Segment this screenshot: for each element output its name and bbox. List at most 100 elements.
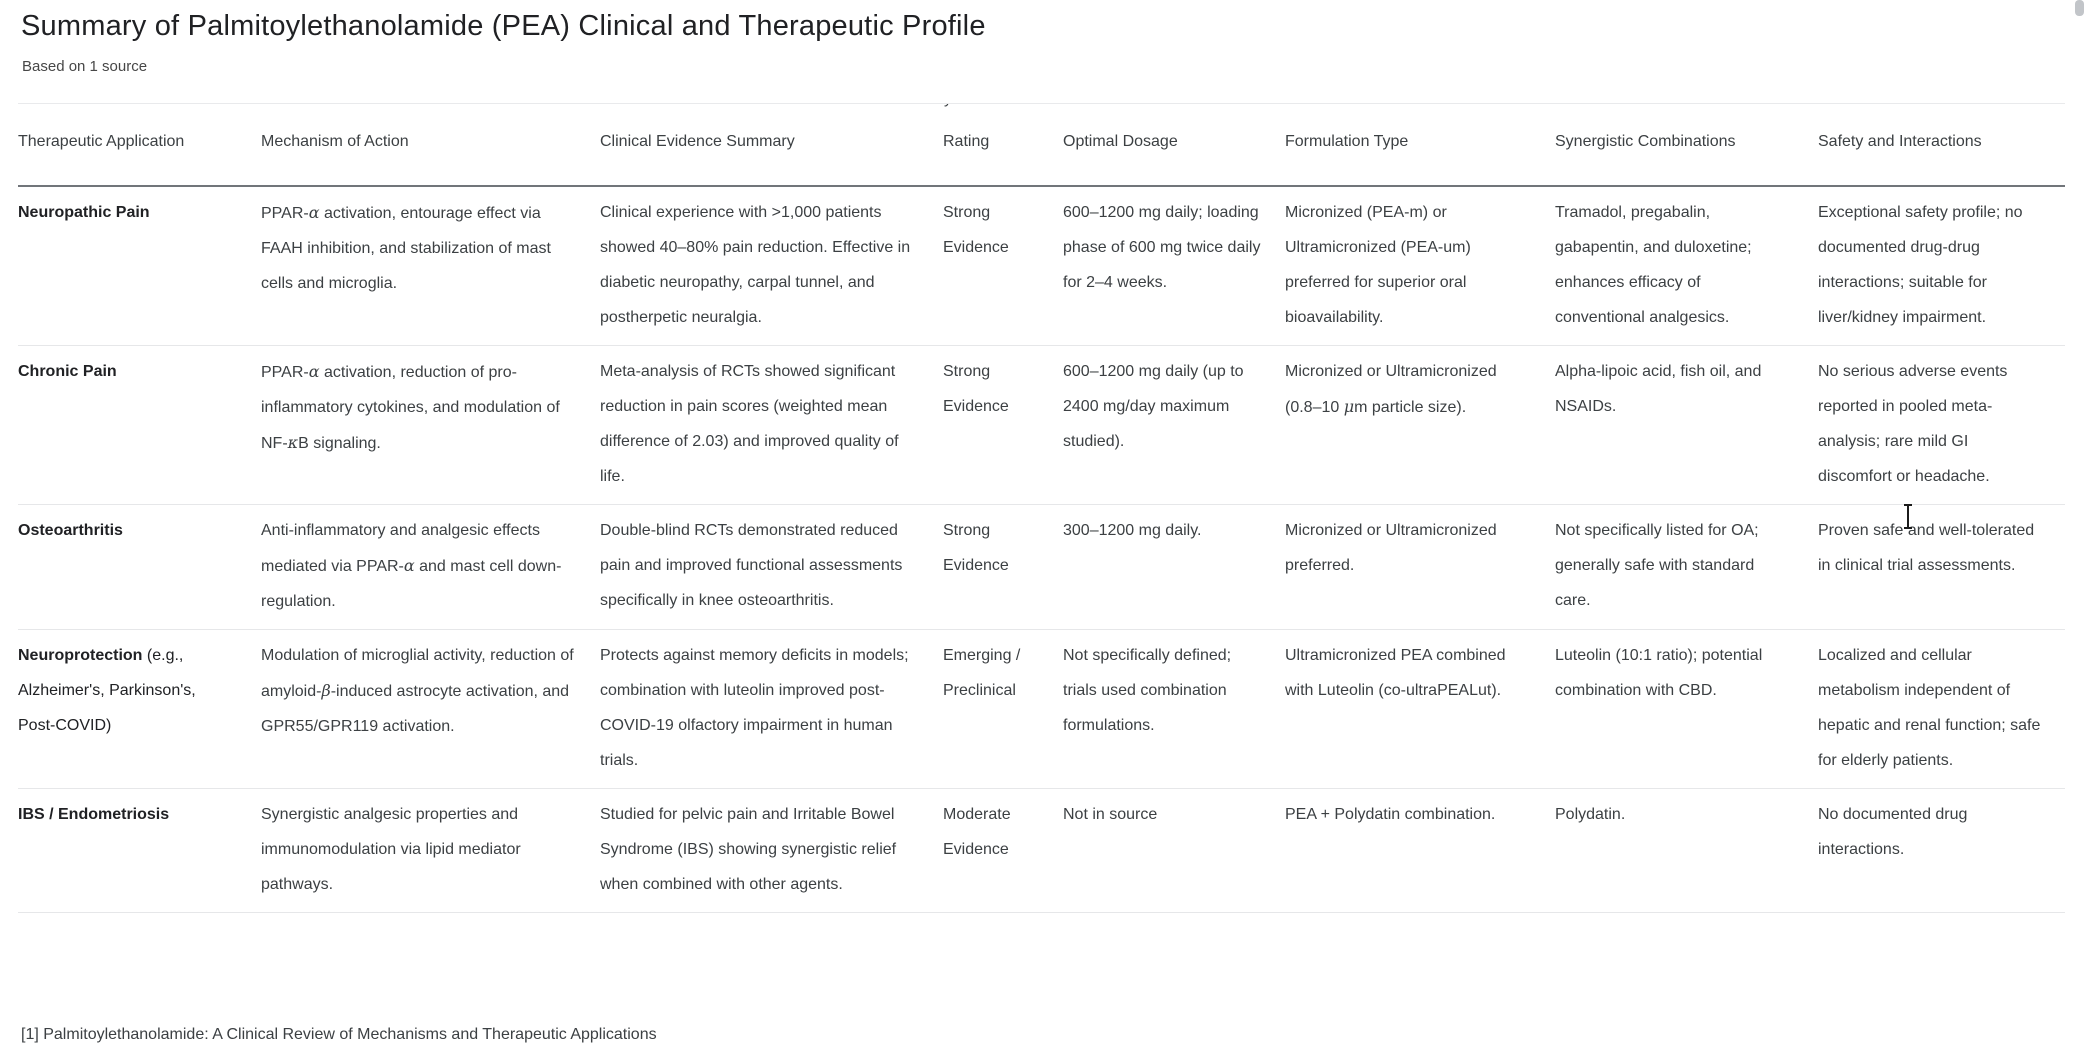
- cell-rating: Moderate Evidence: [943, 797, 1063, 902]
- column-header-label: Synergistic Combinations: [1555, 133, 1736, 150]
- cell-mechanism-of-action: Anti-inflammatory and analgesic effects …: [261, 513, 600, 619]
- cell-rating: Strong Evidence: [943, 513, 1063, 619]
- cell-safety-and-interactions-text: Exceptional safety profile; no documente…: [1818, 204, 2023, 326]
- cell-optimal-dosage: 600–1200 mg daily (up to 2400 mg/day max…: [1063, 354, 1285, 494]
- text-cursor-ibeam: [1901, 503, 1915, 530]
- cell-formulation-type: Micronized or Ultramicronized (0.8–10 μm…: [1285, 354, 1555, 494]
- column-header-label: Mechanism of Action: [261, 133, 409, 150]
- column-header-label: Optimal Dosage: [1063, 133, 1178, 150]
- cell-rating-text: Strong Evidence: [943, 522, 1009, 574]
- cell-clinical-evidence-summary-text: Double-blind RCTs demonstrated reduced p…: [600, 522, 903, 609]
- scrollbar-thumb[interactable]: [2075, 0, 2084, 16]
- table-header-row: Therapeutic Application Mechanism of Acti…: [18, 103, 2065, 187]
- application-suffix: (e.g., Alzheimer's, Parkinson's, Post-CO…: [18, 647, 196, 734]
- cell-synergistic-combinations-text: Not specifically listed for OA; generall…: [1555, 522, 1759, 609]
- cell-safety-and-interactions: Proven safe and well-tolerated in clinic…: [1818, 513, 2065, 619]
- cell-synergistic-combinations: Not specifically listed for OA; generall…: [1555, 513, 1818, 619]
- column-header-synergistic-combinations: Synergistic Combinations: [1555, 104, 1818, 185]
- cell-mechanism-of-action-text: PPAR-α activation, entourage effect via …: [261, 203, 551, 292]
- cell-optimal-dosage-text: Not in source: [1063, 806, 1158, 823]
- cell-therapeutic-application: Neuropathic Pain: [18, 195, 261, 335]
- cell-mechanism-of-action-text: Synergistic analgesic properties and imm…: [261, 806, 521, 893]
- cell-formulation-type: Micronized or Ultramicronized preferred.: [1285, 513, 1555, 619]
- cell-synergistic-combinations: Alpha-lipoic acid, fish oil, and NSAIDs.: [1555, 354, 1818, 494]
- cell-mechanism-of-action-text: Anti-inflammatory and analgesic effects …: [261, 522, 562, 610]
- cell-clinical-evidence-summary: Meta-analysis of RCTs showed significant…: [600, 354, 943, 494]
- cell-safety-and-interactions: Exceptional safety profile; no documente…: [1818, 195, 2065, 335]
- cell-rating-text: Strong Evidence: [943, 204, 1009, 256]
- cell-optimal-dosage-text: Not specifically defined; trials used co…: [1063, 647, 1232, 734]
- cell-formulation-type: Micronized (PEA-m) or Ultramicronized (P…: [1285, 195, 1555, 335]
- table-row: IBS / Endometriosis Synergistic analgesic…: [18, 789, 2065, 913]
- application-name: Chronic Pain: [18, 363, 117, 380]
- column-header-mechanism-of-action: Mechanism of Action: [261, 104, 600, 185]
- source-citation[interactable]: [1] Palmitoylethanolamide: A Clinical Re…: [21, 1026, 657, 1043]
- column-header-therapeutic-application: Therapeutic Application: [18, 104, 261, 185]
- cell-formulation-type-text: Micronized (PEA-m) or Ultramicronized (P…: [1285, 204, 1471, 326]
- column-header-formulation-type: Formulation Type: [1285, 104, 1555, 185]
- cell-mechanism-of-action-text: PPAR-α activation, reduction of pro-infl…: [261, 362, 560, 452]
- cell-mechanism-of-action: PPAR-α activation, reduction of pro-infl…: [261, 354, 600, 494]
- cell-therapeutic-application: Chronic Pain: [18, 354, 261, 494]
- cell-synergistic-combinations-text: Luteolin (10:1 ratio); potential combina…: [1555, 647, 1763, 699]
- application-name: Neuroprotection: [18, 647, 143, 664]
- cell-rating-text: Moderate Evidence: [943, 806, 1011, 858]
- cell-therapeutic-application: Osteoarthritis: [18, 513, 261, 619]
- cell-safety-and-interactions-text: Proven safe and well-tolerated in clinic…: [1818, 522, 2035, 574]
- column-header-label: Clinical Evidence Summary: [600, 133, 795, 150]
- cell-synergistic-combinations: Luteolin (10:1 ratio); potential combina…: [1555, 638, 1818, 778]
- cell-clinical-evidence-summary-text: Meta-analysis of RCTs showed significant…: [600, 363, 899, 485]
- cell-synergistic-combinations-text: Tramadol, pregabalin, gabapentin, and du…: [1555, 204, 1752, 326]
- cell-formulation-type-text: Ultramicronized PEA combined with Luteol…: [1285, 647, 1506, 699]
- cell-optimal-dosage: Not in source: [1063, 797, 1285, 902]
- pea-profile-table: Therapeutic Application Mechanism of Acti…: [18, 103, 2065, 913]
- cell-optimal-dosage: Not specifically defined; trials used co…: [1063, 638, 1285, 778]
- cell-safety-and-interactions: No serious adverse events reported in po…: [1818, 354, 2065, 494]
- cell-optimal-dosage: 600–1200 mg daily; loading phase of 600 …: [1063, 195, 1285, 335]
- cell-optimal-dosage-text: 600–1200 mg daily (up to 2400 mg/day max…: [1063, 363, 1244, 450]
- cell-clinical-evidence-summary-text: Protects against memory deficits in mode…: [600, 647, 909, 769]
- cell-mechanism-of-action: Modulation of microglial activity, reduc…: [261, 638, 600, 778]
- cell-mechanism-of-action-text: Modulation of microglial activity, reduc…: [261, 647, 574, 735]
- cell-safety-and-interactions: No documented drug interactions.: [1818, 797, 2065, 902]
- cell-formulation-type-text: PEA + Polydatin combination.: [1285, 806, 1496, 823]
- cell-rating-text: Emerging / Preclinical: [943, 647, 1021, 699]
- column-header-rating: Rating y: [943, 104, 1063, 185]
- cell-synergistic-combinations: Polydatin.: [1555, 797, 1818, 902]
- application-name: Osteoarthritis: [18, 522, 123, 539]
- column-header-label: Therapeutic Application: [18, 133, 185, 150]
- column-header-safety-and-interactions: Safety and Interactions: [1818, 104, 2065, 185]
- cell-rating: Strong Evidence: [943, 195, 1063, 335]
- cell-safety-and-interactions-text: No documented drug interactions.: [1818, 806, 1968, 858]
- cell-synergistic-combinations: Tramadol, pregabalin, gabapentin, and du…: [1555, 195, 1818, 335]
- column-header-label: Rating: [943, 133, 990, 150]
- table-row: Osteoarthritis Anti-inflammatory and anal…: [18, 505, 2065, 630]
- cell-optimal-dosage: 300–1200 mg daily.: [1063, 513, 1285, 619]
- cell-clinical-evidence-summary: Studied for pelvic pain and Irritable Bo…: [600, 797, 943, 902]
- cell-clinical-evidence-summary-text: Clinical experience with >1,000 patients…: [600, 204, 911, 326]
- page-title: Summary of Palmitoylethanolamide (PEA) C…: [21, 10, 986, 42]
- cell-clinical-evidence-summary: Double-blind RCTs demonstrated reduced p…: [600, 513, 943, 619]
- cell-therapeutic-application: Neuroprotection (e.g., Alzheimer's, Park…: [18, 638, 261, 778]
- cell-clinical-evidence-summary: Clinical experience with >1,000 patients…: [600, 195, 943, 335]
- cell-clinical-evidence-summary: Protects against memory deficits in mode…: [600, 638, 943, 778]
- cell-formulation-type-text: Micronized or Ultramicronized (0.8–10 μm…: [1285, 363, 1497, 416]
- application-name: Neuropathic Pain: [18, 204, 150, 221]
- table-body: Neuropathic Pain PPAR-α activation, entou…: [18, 187, 2065, 913]
- table-row: Neuropathic Pain PPAR-α activation, entou…: [18, 187, 2065, 346]
- column-header-label: Safety and Interactions: [1818, 133, 1982, 150]
- cell-safety-and-interactions-text: No serious adverse events reported in po…: [1818, 363, 2008, 485]
- cell-rating-text: Strong Evidence: [943, 363, 1009, 415]
- cell-rating: Strong Evidence: [943, 354, 1063, 494]
- cell-formulation-type: Ultramicronized PEA combined with Luteol…: [1285, 638, 1555, 778]
- cell-synergistic-combinations-text: Polydatin.: [1555, 806, 1626, 823]
- cell-synergistic-combinations-text: Alpha-lipoic acid, fish oil, and NSAIDs.: [1555, 363, 1762, 415]
- cell-formulation-type: PEA + Polydatin combination.: [1285, 797, 1555, 902]
- application-name: IBS / Endometriosis: [18, 806, 170, 823]
- cell-mechanism-of-action: PPAR-α activation, entourage effect via …: [261, 195, 600, 335]
- cell-safety-and-interactions: Localized and cellular metabolism indepe…: [1818, 638, 2065, 778]
- clipped-header-line: y: [944, 104, 952, 109]
- cell-clinical-evidence-summary-text: Studied for pelvic pain and Irritable Bo…: [600, 806, 897, 893]
- table-row: Neuroprotection (e.g., Alzheimer's, Park…: [18, 630, 2065, 789]
- cell-therapeutic-application: IBS / Endometriosis: [18, 797, 261, 902]
